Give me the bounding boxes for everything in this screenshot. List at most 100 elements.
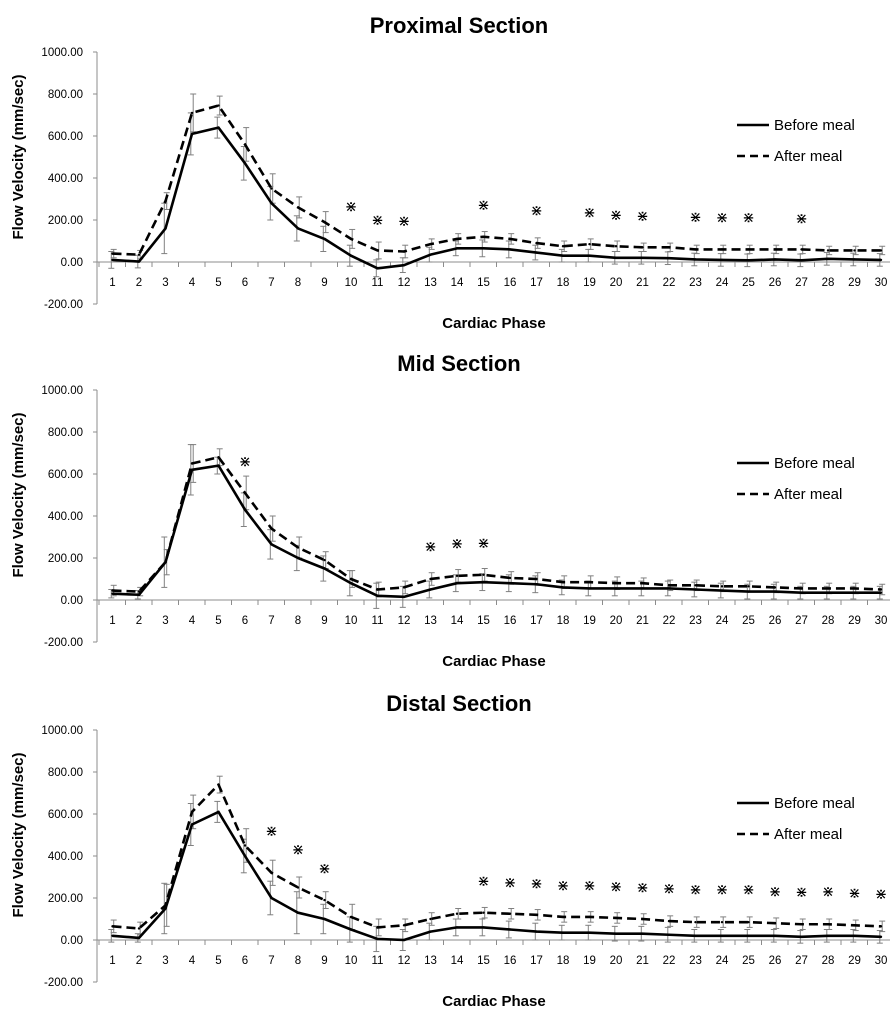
x-tick-label: 9	[321, 615, 327, 627]
data-point	[773, 934, 777, 937]
data-point	[853, 591, 856, 594]
data-point	[482, 580, 485, 584]
x-tick-label: 29	[848, 277, 861, 289]
x-tick-label: 6	[242, 615, 248, 627]
x-tick-label: 18	[557, 277, 570, 289]
significance-marker: ⋇	[848, 884, 861, 902]
significance-marker: ⋇	[742, 881, 755, 899]
significance-marker: ⋇	[318, 860, 331, 878]
data-point	[296, 546, 300, 549]
x-tick-label: 11	[372, 277, 384, 289]
data-point	[243, 854, 247, 858]
data-point	[111, 258, 114, 262]
x-tick-label: 30	[875, 615, 888, 627]
x-tick-label: 11	[372, 955, 384, 967]
data-point	[349, 915, 353, 919]
x-tick-label: 25	[742, 277, 755, 289]
data-point	[694, 248, 697, 251]
x-tick-label: 29	[848, 955, 861, 967]
x-tick-label: 19	[583, 277, 596, 289]
x-tick-label: 15	[477, 955, 490, 967]
x-tick-label: 3	[162, 955, 168, 967]
legend-label: After meal	[774, 826, 842, 843]
data-point	[879, 591, 883, 594]
x-tick-label: 3	[162, 615, 168, 627]
significance-marker: ⋇	[795, 209, 808, 227]
data-point	[482, 926, 485, 929]
y-tick-label: 1000.00	[41, 47, 83, 59]
data-point	[747, 248, 750, 251]
data-point	[376, 588, 379, 591]
significance-marker: ⋇	[742, 208, 755, 226]
y-tick-label: 200.00	[48, 215, 83, 227]
data-point	[482, 235, 485, 238]
x-tick-label: 8	[295, 955, 301, 967]
y-tick-label: 400.00	[48, 173, 83, 185]
significance-marker: ⋇	[371, 211, 384, 229]
x-tick-label: 25	[742, 955, 755, 967]
data-point	[561, 580, 565, 584]
significance-marker: ⋇	[504, 873, 517, 891]
x-tick-label: 22	[663, 955, 676, 967]
x-tick-label: 1	[109, 955, 115, 967]
x-tick-label: 9	[321, 955, 327, 967]
x-tick-label: 13	[424, 615, 437, 627]
data-point	[190, 111, 194, 115]
data-point	[508, 928, 512, 931]
data-point	[588, 931, 591, 934]
data-point	[826, 934, 830, 937]
data-point	[323, 898, 326, 902]
y-tick-label: 400.00	[48, 851, 83, 863]
x-tick-label: 5	[215, 615, 221, 627]
x-tick-label: 7	[268, 615, 274, 627]
data-point	[853, 587, 856, 590]
data-point	[217, 810, 220, 814]
data-point	[747, 259, 750, 262]
data-point	[190, 823, 194, 826]
data-point	[270, 187, 273, 190]
x-tick-label: 12	[398, 955, 411, 967]
data-point	[667, 919, 671, 923]
data-point	[429, 577, 432, 581]
data-point	[111, 934, 114, 937]
data-point	[826, 249, 830, 252]
y-tick-label: 400.00	[48, 511, 83, 523]
data-point	[826, 923, 830, 926]
data-point	[614, 932, 618, 935]
data-point	[349, 254, 353, 257]
x-tick-label: 5	[215, 955, 221, 967]
data-point	[243, 491, 247, 495]
x-tick-label: 13	[424, 277, 437, 289]
data-point	[720, 589, 724, 592]
data-point	[111, 252, 114, 255]
data-point	[296, 206, 300, 209]
data-point	[482, 911, 485, 914]
data-point	[614, 256, 618, 259]
data-point	[323, 220, 326, 224]
data-point	[588, 580, 591, 584]
legend-label: Before meal	[774, 117, 855, 134]
y-tick-label: 800.00	[48, 767, 83, 779]
data-point	[641, 932, 644, 935]
x-tick-label: 28	[822, 955, 835, 967]
legend-label: Before meal	[774, 795, 855, 812]
data-point	[641, 256, 644, 259]
x-tick-label: 4	[189, 277, 196, 289]
data-point	[879, 588, 883, 591]
data-point	[879, 925, 883, 928]
data-point	[376, 594, 379, 597]
significance-marker: ⋇	[769, 883, 782, 901]
data-point	[720, 920, 724, 924]
x-tick-label: 3	[162, 277, 168, 289]
significance-marker: ⋇	[239, 452, 252, 470]
data-point	[429, 917, 432, 921]
x-tick-label: 20	[610, 277, 623, 289]
data-point	[535, 930, 538, 933]
x-tick-label: 22	[663, 615, 676, 627]
data-point	[535, 251, 538, 254]
significance-marker: ⋇	[451, 534, 464, 552]
x-tick-label: 10	[345, 615, 358, 627]
data-point	[588, 254, 591, 257]
